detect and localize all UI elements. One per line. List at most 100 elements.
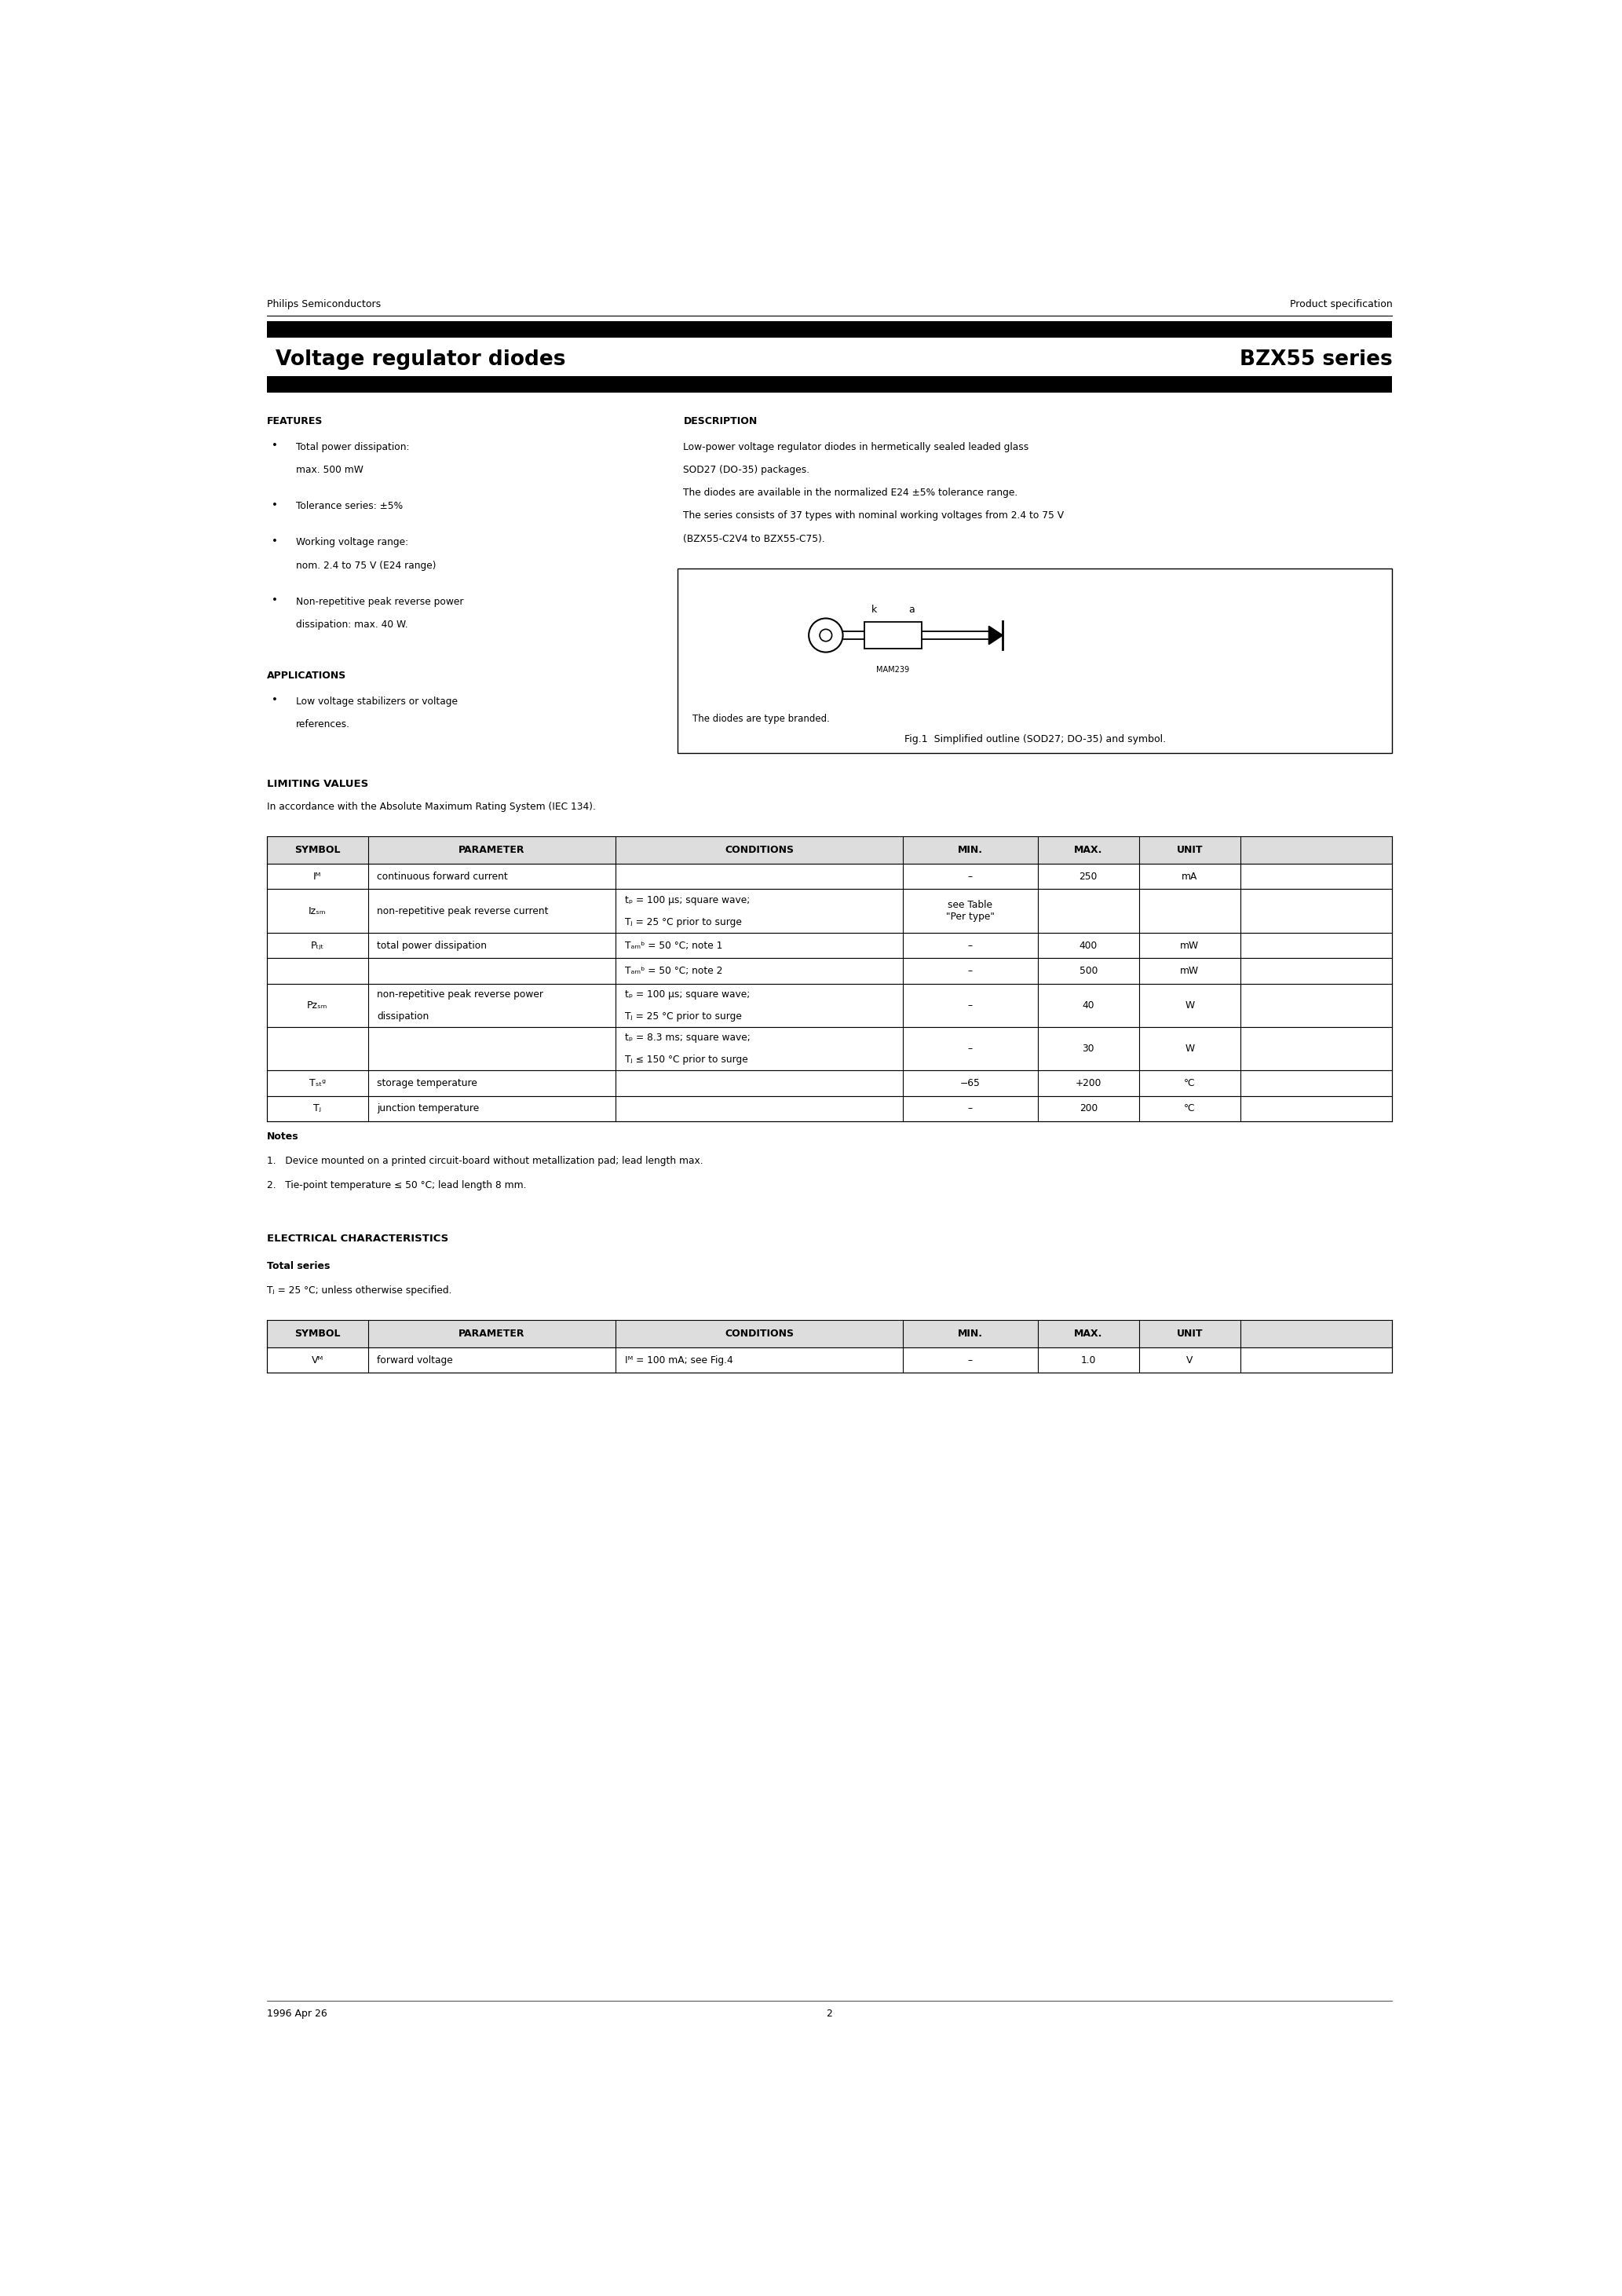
Text: V: V	[1186, 1355, 1192, 1366]
Text: Tⱼ = 25 °C prior to surge: Tⱼ = 25 °C prior to surge	[624, 916, 741, 928]
Text: DESCRIPTION: DESCRIPTION	[683, 416, 757, 427]
Bar	[266, 863, 1392, 889]
Text: 200: 200	[1079, 1104, 1098, 1114]
Text: 2.   Tie-point temperature ≤ 50 °C; lead length 8 mm.: 2. Tie-point temperature ≤ 50 °C; lead l…	[266, 1180, 526, 1189]
Bar	[678, 569, 1392, 753]
Text: Iᴢₛₘ: Iᴢₛₘ	[308, 907, 326, 916]
Text: Product specification: Product specification	[1289, 298, 1392, 310]
Text: 30: 30	[1082, 1045, 1095, 1054]
Text: PARAMETER: PARAMETER	[459, 1329, 526, 1339]
Text: MAX.: MAX.	[1074, 845, 1103, 854]
Text: •: •	[271, 696, 277, 705]
Text: tₚ = 100 µs; square wave;: tₚ = 100 µs; square wave;	[624, 895, 749, 905]
Bar	[266, 983, 1392, 1026]
Text: SOD27 (DO-35) packages.: SOD27 (DO-35) packages.	[683, 464, 809, 475]
Text: W: W	[1186, 1001, 1194, 1010]
Text: ELECTRICAL CHARACTERISTICS: ELECTRICAL CHARACTERISTICS	[266, 1233, 448, 1244]
Text: °C: °C	[1184, 1079, 1195, 1088]
Text: tₚ = 8.3 ms; square wave;: tₚ = 8.3 ms; square wave;	[624, 1033, 749, 1042]
Bar	[266, 889, 1392, 932]
Text: Tolerance series: ±5%: Tolerance series: ±5%	[295, 501, 402, 512]
Text: Tₐₘᵇ = 50 °C; note 1: Tₐₘᵇ = 50 °C; note 1	[624, 941, 722, 951]
Text: (BZX55-C2V4 to BZX55-C75).: (BZX55-C2V4 to BZX55-C75).	[683, 533, 826, 544]
Text: total power dissipation: total power dissipation	[376, 941, 487, 951]
Text: Non-repetitive peak reverse power: Non-repetitive peak reverse power	[295, 597, 464, 606]
Text: •: •	[271, 501, 277, 510]
Text: tₚ = 100 µs; square wave;: tₚ = 100 µs; square wave;	[624, 990, 749, 999]
Text: MIN.: MIN.	[957, 845, 983, 854]
Text: mW: mW	[1181, 967, 1199, 976]
Circle shape	[809, 618, 843, 652]
Text: Iᴹ: Iᴹ	[313, 872, 321, 882]
Text: The diodes are type branded.: The diodes are type branded.	[693, 714, 830, 723]
Text: 250: 250	[1079, 872, 1098, 882]
Text: UNIT: UNIT	[1176, 845, 1204, 854]
Bar	[266, 1320, 1392, 1348]
Text: mA: mA	[1182, 872, 1197, 882]
Text: Pᴢₛₘ: Pᴢₛₘ	[307, 1001, 328, 1010]
Text: PARAMETER: PARAMETER	[459, 845, 526, 854]
Text: storage temperature: storage temperature	[376, 1079, 477, 1088]
Text: Low-power voltage regulator diodes in hermetically sealed leaded glass: Low-power voltage regulator diodes in he…	[683, 441, 1028, 452]
Text: continuous forward current: continuous forward current	[376, 872, 508, 882]
Bar	[266, 1026, 1392, 1070]
Text: MAX.: MAX.	[1074, 1329, 1103, 1339]
Text: dissipation: dissipation	[376, 1010, 430, 1022]
Circle shape	[819, 629, 832, 641]
Text: Notes: Notes	[266, 1132, 298, 1141]
Text: –: –	[968, 1104, 973, 1114]
Text: Pₜⱼₜ: Pₜⱼₜ	[310, 941, 324, 951]
Bar	[865, 622, 921, 647]
Bar	[266, 1348, 1392, 1373]
Text: 2: 2	[826, 2009, 832, 2018]
Text: max. 500 mW: max. 500 mW	[295, 464, 363, 475]
Text: The series consists of 37 types with nominal working voltages from 2.4 to 75 V: The series consists of 37 types with nom…	[683, 510, 1064, 521]
Text: –: –	[968, 1001, 973, 1010]
Text: k: k	[871, 604, 878, 615]
Bar	[266, 836, 1392, 863]
Text: •: •	[271, 537, 277, 546]
Text: °C: °C	[1184, 1104, 1195, 1114]
Text: a: a	[908, 604, 915, 615]
Text: In accordance with the Absolute Maximum Rating System (IEC 134).: In accordance with the Absolute Maximum …	[266, 801, 595, 813]
Text: Vᴹ: Vᴹ	[311, 1355, 323, 1366]
Text: CONDITIONS: CONDITIONS	[725, 845, 793, 854]
Text: Tₛₜᵍ: Tₛₜᵍ	[310, 1079, 326, 1088]
Text: Fig.1  Simplified outline (SOD27; DO-35) and symbol.: Fig.1 Simplified outline (SOD27; DO-35) …	[903, 735, 1166, 744]
Text: •: •	[271, 595, 277, 606]
Text: •: •	[271, 441, 277, 450]
Text: –: –	[968, 941, 973, 951]
Text: see Table
"Per type": see Table "Per type"	[946, 900, 994, 923]
Text: +200: +200	[1075, 1079, 1101, 1088]
Text: nom. 2.4 to 75 V (E24 range): nom. 2.4 to 75 V (E24 range)	[295, 560, 436, 569]
Text: Tₐₘᵇ = 50 °C; note 2: Tₐₘᵇ = 50 °C; note 2	[624, 967, 722, 976]
Text: CONDITIONS: CONDITIONS	[725, 1329, 793, 1339]
Text: BZX55 series: BZX55 series	[1239, 349, 1392, 370]
Text: UNIT: UNIT	[1176, 1329, 1204, 1339]
Text: references.: references.	[295, 719, 350, 730]
Text: SYMBOL: SYMBOL	[294, 845, 341, 854]
Text: non-repetitive peak reverse power: non-repetitive peak reverse power	[376, 990, 543, 999]
Text: 1996 Apr 26: 1996 Apr 26	[266, 2009, 328, 2018]
Bar	[266, 1070, 1392, 1095]
Text: junction temperature: junction temperature	[376, 1104, 480, 1114]
Text: −65: −65	[960, 1079, 980, 1088]
Text: Total series: Total series	[266, 1261, 329, 1272]
Text: mW: mW	[1181, 941, 1199, 951]
Bar	[266, 957, 1392, 983]
Text: 400: 400	[1079, 941, 1098, 951]
Text: Tⱼ ≤ 150 °C prior to surge: Tⱼ ≤ 150 °C prior to surge	[624, 1054, 748, 1065]
Text: The diodes are available in the normalized E24 ±5% tolerance range.: The diodes are available in the normaliz…	[683, 487, 1019, 498]
Text: 40: 40	[1082, 1001, 1095, 1010]
Text: Low voltage stabilizers or voltage: Low voltage stabilizers or voltage	[295, 696, 457, 707]
Text: dissipation: max. 40 W.: dissipation: max. 40 W.	[295, 620, 407, 629]
Bar	[266, 377, 1392, 393]
Text: Tⱼ = 25 °C; unless otherwise specified.: Tⱼ = 25 °C; unless otherwise specified.	[266, 1286, 451, 1295]
Bar	[266, 321, 1392, 338]
Text: –: –	[968, 1045, 973, 1054]
Text: Total power dissipation:: Total power dissipation:	[295, 441, 409, 452]
Text: Philips Semiconductors: Philips Semiconductors	[266, 298, 381, 310]
Text: Tⱼ = 25 °C prior to surge: Tⱼ = 25 °C prior to surge	[624, 1010, 741, 1022]
Text: APPLICATIONS: APPLICATIONS	[266, 670, 345, 682]
Text: FEATURES: FEATURES	[266, 416, 323, 427]
